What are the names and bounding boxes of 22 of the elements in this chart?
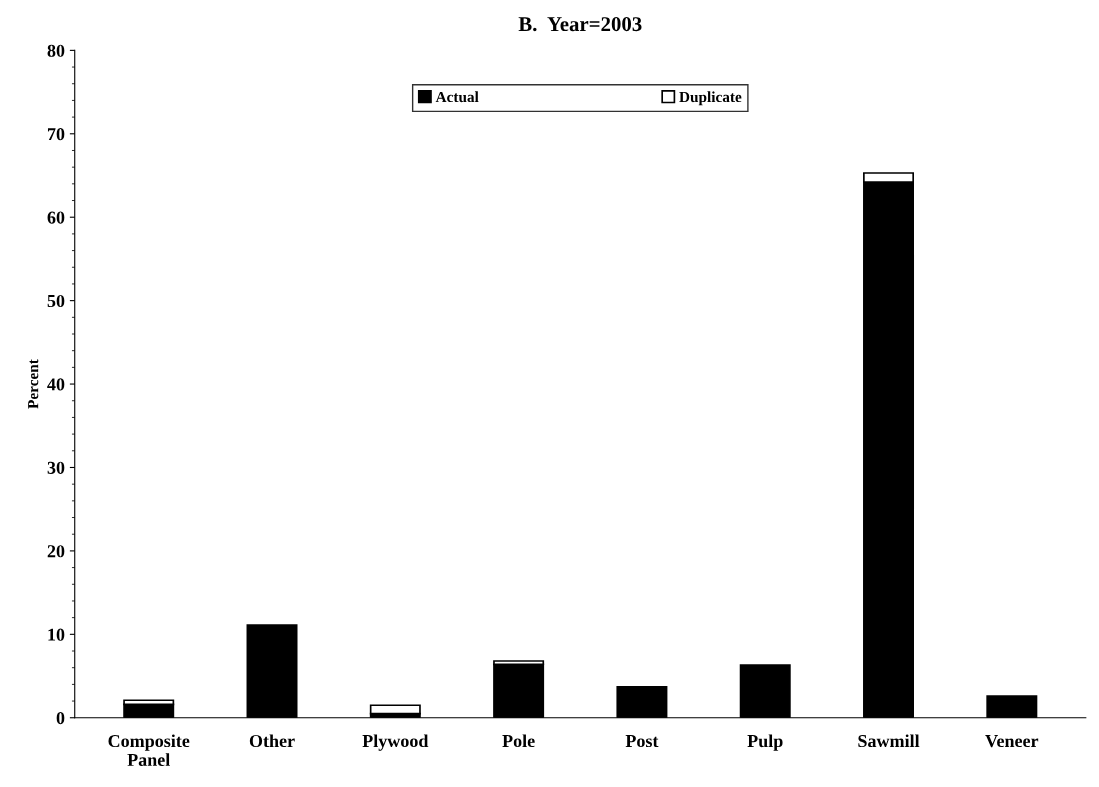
- y-tick-label: 60: [47, 211, 65, 224]
- x-tick-label: Veneer: [985, 735, 1039, 748]
- y-tick-label: 80: [47, 44, 65, 57]
- legend-label: Actual: [435, 91, 479, 103]
- y-tick-label: 20: [47, 545, 65, 558]
- x-tick-label: Plywood: [362, 734, 429, 751]
- x-tick-label: Post: [625, 735, 659, 748]
- y-tick-label: 70: [47, 128, 65, 141]
- x-tick-label: Composite Panel: [108, 734, 190, 766]
- x-tick-label: Other: [249, 734, 295, 748]
- y-tick-label: 30: [47, 461, 65, 474]
- y-tick-label: 0: [56, 712, 65, 725]
- x-tick-label: Pole: [502, 734, 535, 748]
- y-axis-title: Percent: [28, 359, 39, 409]
- y-tick-label: 40: [47, 378, 65, 391]
- x-tick-label: Pulp: [747, 734, 783, 751]
- y-tick-label: 50: [47, 294, 65, 308]
- legend-label: Duplicate: [679, 91, 742, 106]
- bar: [369, 704, 421, 715]
- chart-title: B. Year=2003: [518, 17, 642, 32]
- y-tick-label: 10: [48, 628, 65, 641]
- x-tick-label: Sawmill: [858, 734, 920, 748]
